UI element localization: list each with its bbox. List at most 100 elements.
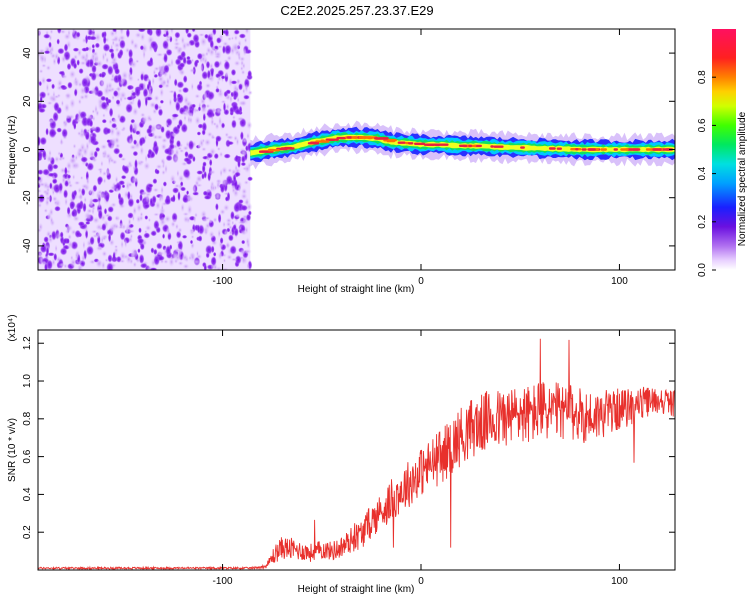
noise-speckle — [102, 119, 107, 124]
noise-speckle — [175, 148, 180, 158]
noise-speckle — [233, 135, 238, 142]
noise-speckle — [137, 98, 141, 109]
noise-speckle — [46, 246, 49, 256]
noise-speckle — [137, 78, 140, 82]
noise-speckle — [41, 76, 47, 85]
noise-speckle — [202, 129, 206, 135]
y-tick-label: 40 — [22, 47, 33, 59]
y-tick-label: 0.8 — [22, 411, 33, 425]
noise-speckle — [139, 137, 144, 147]
noise-speckle — [155, 27, 162, 38]
noise-speckle — [166, 227, 171, 236]
noise-speckle — [208, 219, 212, 224]
noise-speckle — [196, 175, 203, 183]
snr-series-line — [38, 339, 675, 569]
noise-speckle — [176, 47, 183, 56]
noise-speckle — [174, 184, 180, 189]
noise-speckle — [54, 206, 61, 212]
noise-speckle — [164, 197, 171, 205]
noise-speckle — [65, 114, 71, 119]
y-tick-label: 0.6 — [22, 449, 33, 463]
ridge-core — [459, 145, 465, 147]
noise-speckle — [40, 54, 46, 65]
noise-speckle — [122, 165, 129, 173]
ridge-core — [557, 148, 562, 150]
noise-speckle — [213, 252, 216, 257]
noise-speckle — [198, 235, 202, 242]
noise-speckle — [85, 132, 90, 140]
noise-speckle — [189, 252, 196, 262]
snr-scale-label: (x10⁴) — [7, 314, 18, 341]
noise-speckle — [146, 77, 150, 82]
noise-speckle — [117, 74, 122, 84]
noise-speckle — [84, 196, 87, 204]
ridge-core — [347, 136, 352, 138]
x-tick-label: -100 — [213, 276, 233, 287]
noise-speckle — [63, 189, 68, 199]
noise-speckle — [183, 75, 188, 83]
noise-speckle — [36, 227, 42, 233]
noise-speckle — [140, 112, 146, 117]
noise-speckle — [178, 248, 183, 256]
noise-speckle — [38, 182, 46, 188]
noise-speckle — [178, 88, 183, 94]
noise-speckle — [216, 106, 223, 114]
noise-speckle — [67, 82, 72, 89]
noise-speckle — [57, 151, 61, 156]
noise-speckle — [226, 254, 233, 260]
noise-speckle — [40, 96, 43, 103]
noise-speckle — [148, 218, 151, 223]
noise-speckle — [38, 108, 46, 113]
noise-speckle — [109, 127, 115, 137]
noise-speckle — [242, 218, 246, 224]
snr-y-label: SNR (10 * v/v) — [7, 418, 18, 482]
noise-speckle — [77, 131, 81, 136]
noise-speckle — [187, 115, 191, 125]
noise-speckle — [86, 177, 90, 186]
ridge-core — [398, 142, 406, 144]
noise-speckle — [132, 107, 139, 116]
noise-speckle — [103, 178, 106, 184]
noise-speckle — [114, 245, 118, 249]
noise-speckle — [153, 220, 159, 230]
ridge-core — [575, 148, 578, 150]
y-tick-label: 20 — [22, 95, 33, 107]
noise-speckle — [220, 237, 224, 244]
noise-speckle — [118, 192, 122, 200]
noise-speckle — [152, 108, 157, 115]
noise-speckle — [122, 126, 127, 131]
noise-speckle — [130, 60, 138, 69]
noise-speckle — [103, 35, 107, 44]
x-tick-label: -100 — [213, 576, 233, 587]
noise-speckle — [54, 52, 59, 62]
noise-speckle — [186, 56, 191, 61]
noise-speckle — [139, 160, 145, 164]
noise-speckle — [204, 195, 212, 200]
noise-speckle — [201, 71, 208, 80]
chart-title: C2E2.2025.257.23.37.E29 — [280, 3, 433, 18]
noise-speckle — [213, 217, 218, 223]
noise-speckle — [219, 89, 222, 94]
noise-speckle — [39, 69, 44, 74]
noise-speckle — [153, 212, 160, 216]
noise-speckle — [160, 100, 164, 104]
noise-speckle — [214, 54, 222, 59]
noise-speckle — [241, 69, 246, 75]
noise-speckle — [136, 199, 140, 204]
noise-speckle — [75, 230, 81, 238]
noise-speckle — [35, 189, 42, 193]
noise-speckle — [46, 156, 53, 163]
noise-speckle — [177, 124, 181, 130]
snr-panel: -100 0 100 0.20.40.60.81.01.2 Height of st… — [7, 314, 675, 595]
noise-speckle — [165, 122, 168, 126]
noise-speckle — [233, 202, 240, 213]
noise-speckle — [246, 237, 250, 247]
noise-speckle — [144, 135, 147, 141]
noise-speckle — [235, 86, 239, 93]
noise-speckle — [69, 98, 76, 109]
noise-speckle — [80, 60, 87, 65]
noise-speckle — [113, 251, 116, 262]
noise-speckle — [95, 109, 99, 116]
noise-speckle — [231, 69, 236, 76]
noise-speckle — [89, 120, 93, 128]
